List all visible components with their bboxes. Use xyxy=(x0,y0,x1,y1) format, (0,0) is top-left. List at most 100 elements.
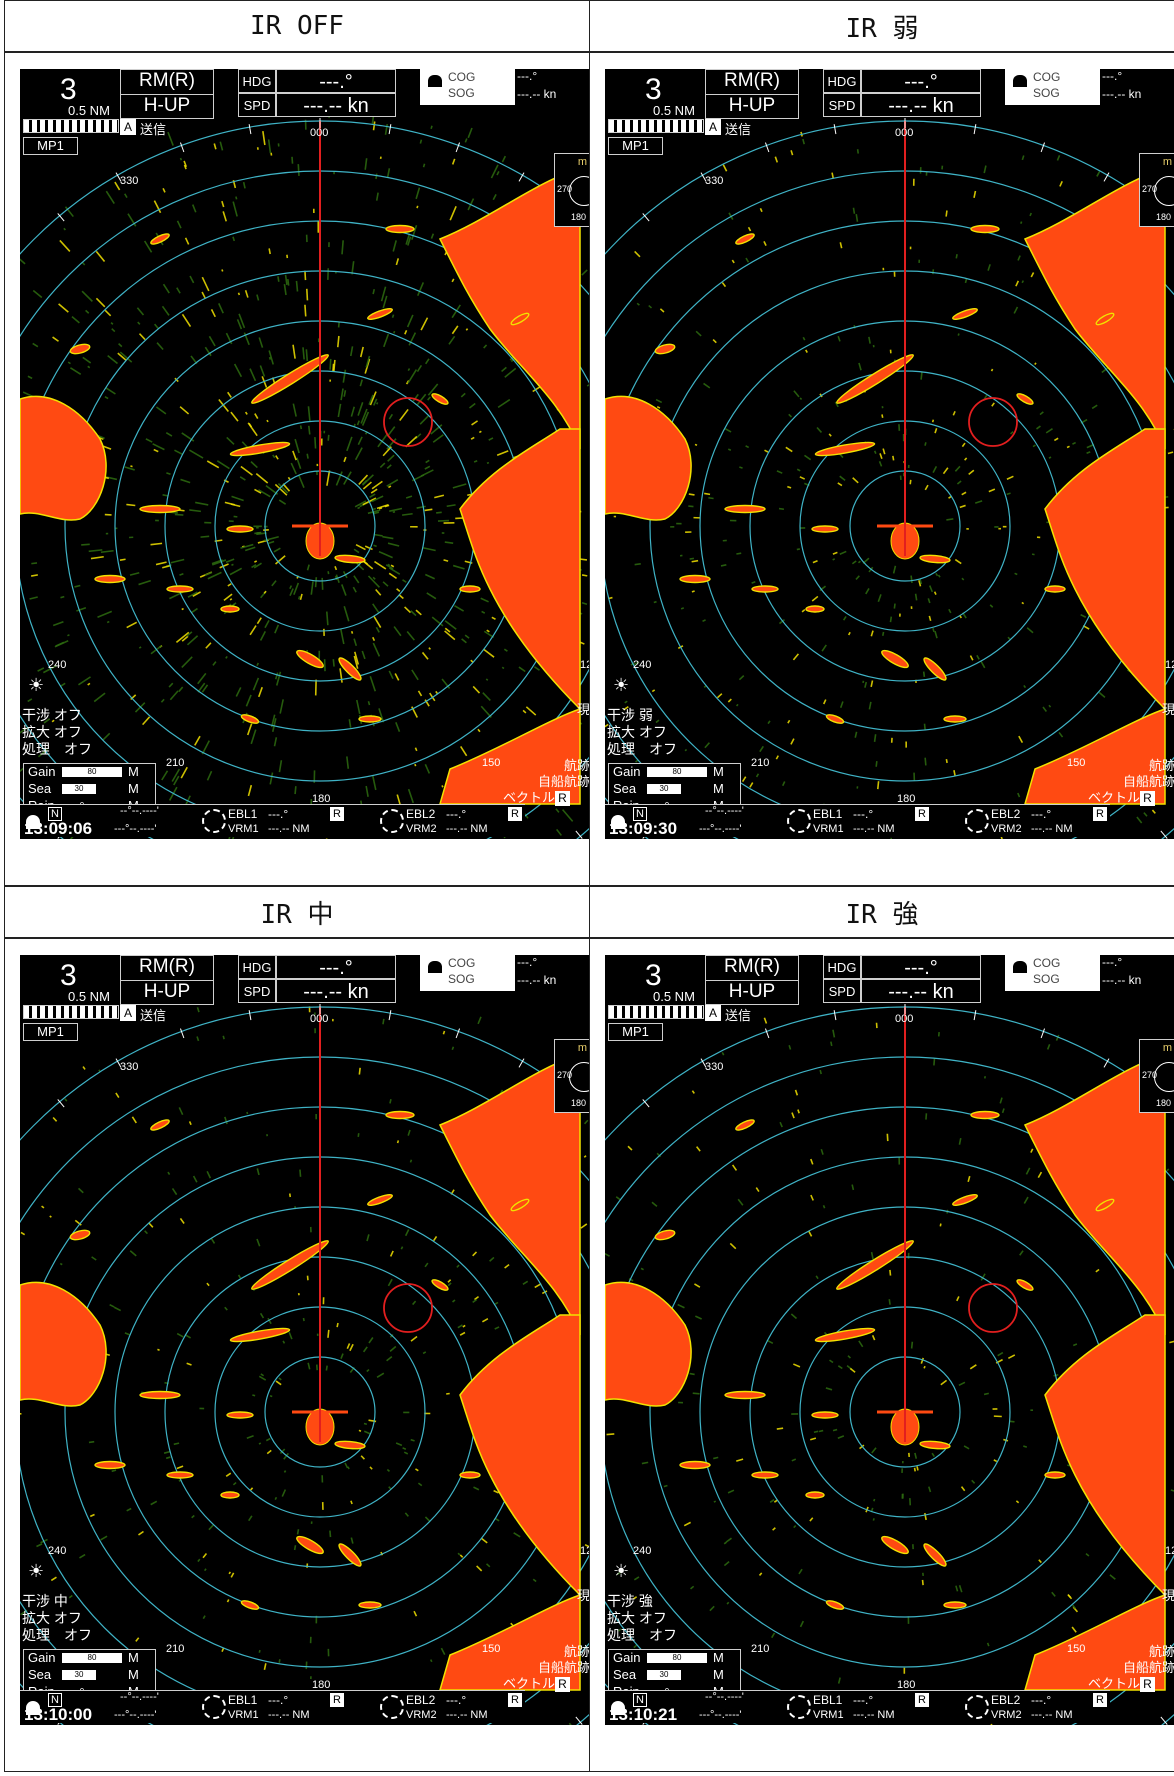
brightness-icon[interactable]: ☀ xyxy=(613,1561,630,1581)
gain-level-bar[interactable]: 80 xyxy=(62,1653,122,1663)
own-trail-label[interactable]: 自船航跡 xyxy=(1122,774,1174,789)
echo-expansion-status[interactable]: 拡大 オフ xyxy=(22,1610,82,1626)
vrm2-label[interactable]: VRM2 xyxy=(406,1709,437,1721)
vector-control[interactable]: ベクトル R xyxy=(1088,1673,1155,1692)
gain-level-bar[interactable]: 80 xyxy=(62,767,122,777)
interference-rejection-status[interactable]: 干涉 強 xyxy=(607,1593,653,1609)
ebl2-label[interactable]: EBL2 xyxy=(991,807,1021,821)
gain-level-bar[interactable]: 80 xyxy=(647,767,707,777)
orientation-mode[interactable]: H-UP xyxy=(728,981,776,1002)
auto-mode-button[interactable]: A xyxy=(120,1005,136,1021)
ebl-vrm-1-icon[interactable] xyxy=(787,809,811,833)
motion-mode[interactable]: RM(R) xyxy=(121,70,213,95)
vrm1-label[interactable]: VRM1 xyxy=(813,1709,844,1721)
ebl2-label[interactable]: EBL2 xyxy=(406,1693,436,1707)
processing-status[interactable]: 処理 オフ xyxy=(607,741,677,757)
vrm1-label[interactable]: VRM1 xyxy=(813,823,844,835)
gain-row[interactable]: Gain 80 M xyxy=(24,1650,157,1667)
north-compass-rose[interactable]: m 270 180 xyxy=(1139,1039,1174,1113)
own-trail-label[interactable]: 自船航跡 xyxy=(1122,1660,1174,1675)
motion-mode[interactable]: RM(R) xyxy=(121,956,213,981)
mark-point-button[interactable]: MP1 xyxy=(23,137,78,155)
brightness-icon[interactable]: ☀ xyxy=(613,675,630,695)
ebl-vrm-2-icon[interactable] xyxy=(965,1695,989,1719)
ebl2-relative-button[interactable]: R xyxy=(1093,807,1107,821)
own-trail-label[interactable]: 自船航跡 xyxy=(537,1660,590,1675)
sea-level-bar[interactable]: 30 xyxy=(647,784,681,794)
gain-row[interactable]: Gain 80 M xyxy=(609,1650,742,1667)
ebl-vrm-1-icon[interactable] xyxy=(202,1695,226,1719)
interference-rejection-status[interactable]: 干涉 中 xyxy=(22,1593,68,1609)
processing-status[interactable]: 処理 オフ xyxy=(22,741,92,757)
range-scale[interactable]: 3 xyxy=(60,73,77,106)
processing-status[interactable]: 処理 オフ xyxy=(607,1627,677,1643)
ebl-vrm-2-icon[interactable] xyxy=(380,1695,404,1719)
vector-relative-button[interactable]: R xyxy=(555,791,570,806)
range-scale[interactable]: 3 xyxy=(645,959,662,992)
motion-mode[interactable]: RM(R) xyxy=(706,70,798,95)
processing-status[interactable]: 処理 オフ xyxy=(22,1627,92,1643)
ebl2-relative-button[interactable]: R xyxy=(1093,1693,1107,1707)
sea-row[interactable]: Sea 30 M xyxy=(609,1667,742,1684)
brightness-icon[interactable]: ☀ xyxy=(28,675,45,695)
transmit-status[interactable]: 送信 xyxy=(725,1008,752,1023)
motion-mode-box[interactable]: RM(R) H-UP xyxy=(705,69,799,119)
own-trail-label[interactable]: 自船航跡 xyxy=(537,774,590,789)
ebl2-label[interactable]: EBL2 xyxy=(991,1693,1021,1707)
sea-level-bar[interactable]: 30 xyxy=(647,1670,681,1680)
auto-mode-button[interactable]: A xyxy=(705,1005,721,1021)
cog-sog-block[interactable]: COG SOG ---.° ---.-- kn xyxy=(420,69,585,105)
echo-expansion-status[interactable]: 拡大 オフ xyxy=(607,724,667,740)
vector-control[interactable]: ベクトル R xyxy=(503,787,570,806)
sea-row[interactable]: Sea 30 M xyxy=(24,781,157,798)
sea-row[interactable]: Sea 30 M xyxy=(24,1667,157,1684)
motion-mode-box[interactable]: RM(R) H-UP xyxy=(705,955,799,1005)
vrm2-label[interactable]: VRM2 xyxy=(406,823,437,835)
vrm1-label[interactable]: VRM1 xyxy=(228,1709,259,1721)
vrm2-label[interactable]: VRM2 xyxy=(991,1709,1022,1721)
brightness-icon[interactable]: ☀ xyxy=(28,1561,45,1581)
ebl2-relative-button[interactable]: R xyxy=(508,1693,522,1707)
ebl1-label[interactable]: EBL1 xyxy=(228,807,258,821)
mark-point-button[interactable]: MP1 xyxy=(23,1023,78,1041)
transmit-status[interactable]: 送信 xyxy=(725,122,752,137)
auto-mode-button[interactable]: A xyxy=(120,119,136,135)
north-compass-rose[interactable]: m 270 180 xyxy=(554,153,589,227)
ebl-vrm-2-icon[interactable] xyxy=(380,809,404,833)
ebl-vrm-1-icon[interactable] xyxy=(202,809,226,833)
motion-mode-box[interactable]: RM(R) H-UP xyxy=(120,955,214,1005)
mark-point-button[interactable]: MP1 xyxy=(608,137,663,155)
trail-label[interactable]: 航跡 xyxy=(1148,1644,1174,1659)
auto-mode-button[interactable]: A xyxy=(705,119,721,135)
trail-label[interactable]: 航跡 xyxy=(563,1644,590,1659)
ebl2-relative-button[interactable]: R xyxy=(508,807,522,821)
trail-label[interactable]: 航跡 xyxy=(1148,758,1174,773)
motion-mode-box[interactable]: RM(R) H-UP xyxy=(120,69,214,119)
ebl1-label[interactable]: EBL1 xyxy=(813,807,843,821)
gain-row[interactable]: Gain 80 M xyxy=(609,764,742,781)
cog-sog-block[interactable]: COG SOG ---.° ---.-- kn xyxy=(1005,955,1170,991)
echo-expansion-status[interactable]: 拡大 オフ xyxy=(22,724,82,740)
ebl1-relative-button[interactable]: R xyxy=(330,1693,344,1707)
gain-row[interactable]: Gain 80 M xyxy=(24,764,157,781)
ebl1-label[interactable]: EBL1 xyxy=(813,1693,843,1707)
vrm1-label[interactable]: VRM1 xyxy=(228,823,259,835)
vrm2-label[interactable]: VRM2 xyxy=(991,823,1022,835)
north-compass-rose[interactable]: m 270 180 xyxy=(554,1039,589,1113)
radar-screen[interactable]: 3 0.5 NM RM(R) H-UP HDG ---.° SPD ---.-- kn COG S… xyxy=(20,69,590,839)
interference-rejection-status[interactable]: 干涉 オフ xyxy=(22,707,82,723)
ebl1-relative-button[interactable]: R xyxy=(915,807,929,821)
trail-label[interactable]: 航跡 xyxy=(563,758,590,773)
gain-level-bar[interactable]: 80 xyxy=(647,1653,707,1663)
radar-screen[interactable]: 3 0.5 NM RM(R) H-UP HDG ---.° SPD ---.-- kn COG S… xyxy=(605,955,1174,1725)
range-scale[interactable]: 3 xyxy=(60,959,77,992)
ebl2-label[interactable]: EBL2 xyxy=(406,807,436,821)
ebl1-relative-button[interactable]: R xyxy=(330,807,344,821)
cog-sog-block[interactable]: COG SOG ---.° ---.-- kn xyxy=(420,955,585,991)
vector-relative-button[interactable]: R xyxy=(1140,791,1155,806)
orientation-mode[interactable]: H-UP xyxy=(143,95,191,116)
ebl1-label[interactable]: EBL1 xyxy=(228,1693,258,1707)
orientation-mode[interactable]: H-UP xyxy=(143,981,191,1002)
vector-control[interactable]: ベクトル R xyxy=(1088,787,1155,806)
mark-point-button[interactable]: MP1 xyxy=(608,1023,663,1041)
